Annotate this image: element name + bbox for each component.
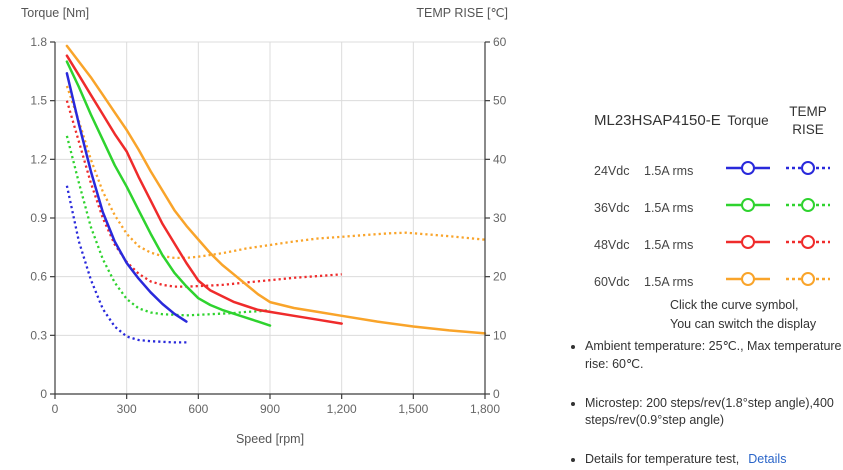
- left-axis-tick-label: 1.2: [30, 152, 47, 166]
- curve-60vdc-torque: [65, 44, 487, 335]
- notes-list: Ambient temperature: 25℃., Max temperatu…: [562, 338, 843, 470]
- curve-24vdc-torque: [65, 72, 188, 323]
- right-axis-title: TEMP RISE [℃]: [416, 6, 508, 20]
- temp-curve-symbol-36vdc[interactable]: [785, 197, 831, 213]
- model-name: ML23HSAP4150-E: [594, 112, 721, 130]
- right-axis-tick-label: 30: [493, 211, 507, 225]
- legend-row-60vdc: 60Vdc 1.5A rms: [562, 263, 843, 300]
- note-ambient-temperature: Ambient temperature: 25℃., Max temperatu…: [585, 338, 843, 374]
- torque-curve-symbol-48vdc[interactable]: [725, 234, 771, 250]
- torque-curve-symbol-60vdc[interactable]: [725, 271, 771, 287]
- left-axis-title: Torque [Nm]: [21, 6, 89, 20]
- left-axis-tick-label: 0.6: [30, 270, 47, 284]
- legend-note-line1: Click the curve symbol,: [670, 298, 799, 312]
- voltage-label: 48Vdc: [594, 237, 630, 252]
- torque-column-header: Torque: [727, 112, 769, 128]
- left-axis-tick-label: 1.5: [30, 94, 47, 108]
- legend-row-24vdc: 24Vdc 1.5A rms: [562, 152, 843, 189]
- legend-rows: 24Vdc 1.5A rms 36Vdc 1.5A rms 48Vdc 1: [562, 152, 843, 300]
- x-axis-tick-label: 900: [260, 402, 280, 416]
- voltage-label: 36Vdc: [594, 200, 630, 215]
- note-temperature-test: Details for temperature test,Details: [585, 451, 843, 469]
- x-axis-tick-label: 0: [52, 402, 59, 416]
- curve-48vdc-temp-rise: [65, 100, 342, 288]
- curve-36vdc-torque: [65, 60, 272, 327]
- legend-header: ML23HSAP4150-E Torque TEMP RISE: [562, 103, 843, 138]
- x-axis-title: Speed [rpm]: [236, 432, 304, 446]
- right-axis-tick-label: 10: [493, 328, 507, 342]
- torque-temp-chart: 0 0.3 0.6 0.9 1.2 1.5 1.8 0 10 20 30 40 50 60 0 300 600 9…: [21, 6, 508, 446]
- legend-note-line2: You can switch the display: [670, 317, 817, 332]
- legend-label-48vdc: 48Vdc 1.5A rms: [594, 238, 714, 252]
- left-axis-tick-label: 0: [40, 387, 47, 401]
- note-microstep: Microstep: 200 steps/rev(1.8°step angle)…: [585, 395, 843, 431]
- right-axis-tick-label: 40: [493, 152, 507, 166]
- curve-24vdc-temp-rise: [65, 185, 187, 344]
- legend-label-60vdc: 60Vdc 1.5A rms: [594, 275, 714, 289]
- legend-note: Click the curve symbol, You can switch t…: [670, 296, 843, 335]
- temp-curve-symbol-48vdc[interactable]: [785, 234, 831, 250]
- current-label: 1.5A rms: [644, 237, 694, 252]
- legend-label-36vdc: 36Vdc 1.5A rms: [594, 201, 714, 215]
- x-axis-tick-label: 300: [117, 402, 137, 416]
- x-axis-tick-label: 1,800: [470, 402, 500, 416]
- torque-curve-symbol-24vdc[interactable]: [725, 160, 771, 176]
- right-axis-tick-label: 50: [493, 94, 507, 108]
- legend-row-48vdc: 48Vdc 1.5A rms: [562, 226, 843, 263]
- x-axis-tick-label: 600: [188, 402, 208, 416]
- details-link[interactable]: Details: [748, 452, 787, 466]
- left-axis-tick-label: 0.3: [30, 328, 47, 342]
- left-axis-tick-label: 1.8: [30, 35, 47, 49]
- torque-curve-symbol-36vdc[interactable]: [725, 197, 771, 213]
- current-label: 1.5A rms: [644, 163, 694, 178]
- voltage-label: 60Vdc: [594, 274, 630, 289]
- curve-36vdc-temp-rise: [65, 135, 271, 317]
- right-axis-tick-label: 60: [493, 35, 507, 49]
- curve-60vdc-temp-rise: [65, 85, 486, 260]
- voltage-label: 24Vdc: [594, 163, 630, 178]
- legend-row-36vdc: 36Vdc 1.5A rms: [562, 189, 843, 226]
- x-axis-tick-label: 1,200: [327, 402, 357, 416]
- temp-curve-symbol-24vdc[interactable]: [785, 160, 831, 176]
- current-label: 1.5A rms: [644, 274, 694, 289]
- right-axis-tick-label: 20: [493, 270, 507, 284]
- temp-curve-symbol-60vdc[interactable]: [785, 271, 831, 287]
- temp-rise-column-header: TEMP RISE: [789, 104, 827, 137]
- right-axis-tick-label: 0: [493, 387, 500, 401]
- left-axis-tick-label: 0.9: [30, 211, 47, 225]
- x-axis-tick-label: 1,500: [398, 402, 428, 416]
- legend-panel: ML23HSAP4150-E Torque TEMP RISE 24Vdc 1.5…: [562, 0, 843, 470]
- current-label: 1.5A rms: [644, 200, 694, 215]
- curve-48vdc-torque: [65, 54, 343, 325]
- legend-label-24vdc: 24Vdc 1.5A rms: [594, 164, 714, 178]
